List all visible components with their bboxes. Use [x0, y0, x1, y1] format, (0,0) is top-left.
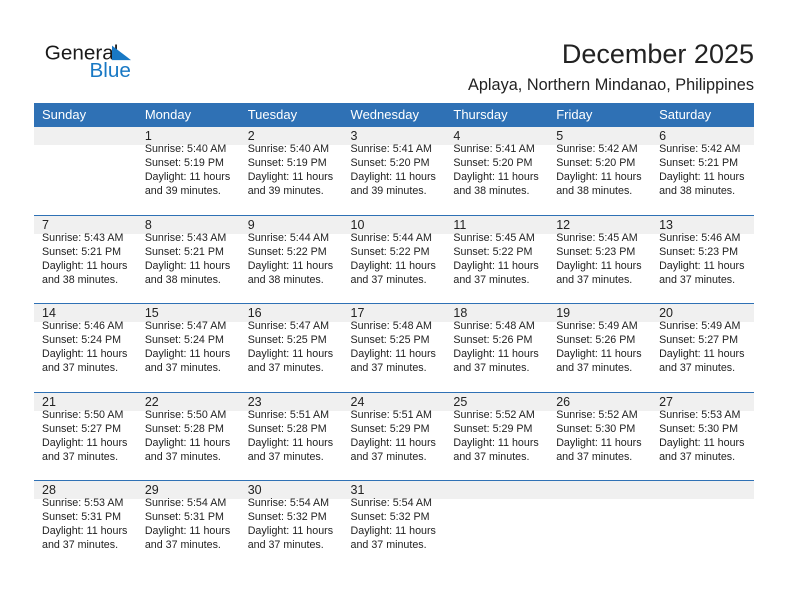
svg-text:Blue: Blue — [90, 59, 131, 82]
